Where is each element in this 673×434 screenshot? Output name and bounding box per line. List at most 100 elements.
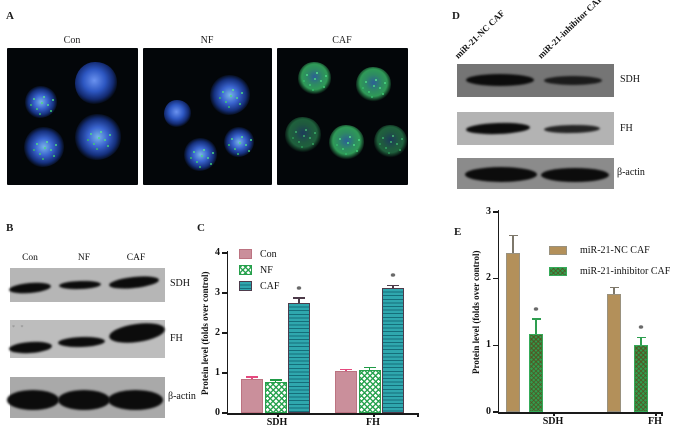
blot-band [466, 74, 534, 86]
panel-c-label: C [197, 222, 205, 234]
cell-nucleus [355, 67, 391, 103]
error-bar-stem [251, 376, 253, 379]
error-bar-stem [392, 285, 394, 289]
y-tick-label: 2 [486, 272, 491, 284]
cell-nucleus [329, 124, 365, 160]
x-axis-end-tick [417, 413, 419, 417]
panel-e-label: E [454, 226, 462, 238]
cell-nucleus [224, 127, 255, 158]
microscopy-image-con [7, 48, 138, 185]
error-bar-stem [512, 235, 514, 254]
y-tick-label: 0 [215, 406, 220, 418]
chart-c-legend: Con NF CAF [239, 246, 279, 294]
legend-swatch-nf [239, 265, 252, 275]
cell-nucleus [75, 113, 122, 160]
cell-speckles [230, 95, 233, 98]
x-axis-tick [277, 413, 279, 417]
blot-label-fh-d: FH [620, 123, 633, 134]
cell-speckles [390, 141, 393, 144]
y-tick-label: 1 [486, 338, 491, 350]
bar-SDH-1 [264, 381, 287, 413]
y-tick-label: 0 [486, 405, 491, 417]
y-tick-label: 1 [215, 366, 220, 378]
legend-swatch-con [239, 249, 252, 259]
error-bar-stem [368, 367, 371, 370]
cell-nucleus [163, 100, 191, 128]
error-bar-stem [535, 318, 537, 334]
blot-label-actin-d: β-actin [617, 167, 645, 178]
y-axis-tick [493, 411, 498, 413]
blot-artifact-marks: * * [12, 325, 26, 331]
bar-FH-2 [382, 288, 404, 413]
bar-FH-0 [335, 371, 357, 413]
error-bar-stem [613, 287, 615, 294]
x-axis [226, 413, 417, 415]
category-label: FH [648, 416, 662, 427]
y-axis-tick [222, 412, 227, 414]
cell-speckles [314, 78, 317, 81]
lane-label-con: Con [22, 253, 38, 263]
blot-label-fh-b: FH [170, 333, 183, 344]
blot-band [7, 390, 59, 410]
blot-band [465, 166, 537, 182]
bar-SDH-0 [241, 379, 263, 413]
legend-item-nf: NF [239, 262, 279, 278]
x-axis-end-tick [661, 412, 663, 416]
cell-nucleus [25, 86, 58, 119]
legend-item-caf: CAF [239, 278, 279, 294]
y-axis-tick [222, 252, 227, 254]
panel-b-label: B [6, 222, 14, 234]
y-tick-label: 3 [486, 205, 491, 217]
cell-speckles [302, 134, 305, 137]
blot-band [58, 390, 110, 410]
cell-nucleus [24, 127, 65, 168]
blot-band [541, 168, 609, 182]
micro-title-nf: NF [200, 35, 214, 46]
bar-SDH-1 [529, 334, 543, 412]
bar-FH-0 [607, 294, 621, 412]
x-axis-tick [655, 412, 657, 416]
chart-e-legend: miR-21-NC CAF miR-21-inhibitor CAF [549, 240, 670, 282]
cell-speckles [346, 142, 349, 145]
legend-label-con: Con [260, 248, 277, 260]
blot-label-sdh-b: SDH [170, 278, 191, 289]
legend-swatch-mir21-nc [549, 246, 567, 255]
x-axis [497, 412, 661, 414]
micro-title-con: Con [63, 35, 81, 46]
significance-star: * [296, 283, 302, 296]
category-label: SDH [542, 416, 564, 427]
cell-speckles [373, 84, 376, 87]
cell-nucleus [373, 124, 407, 158]
cell-nucleus [75, 61, 118, 104]
legend-label-caf: CAF [260, 280, 280, 292]
error-bar-stem [298, 297, 300, 303]
y-axis-tick [222, 372, 227, 374]
y-axis-tick [493, 344, 498, 347]
blot-label-actin-b: β-actin [168, 391, 196, 402]
y-axis-tick [222, 332, 227, 334]
y-axis-tick [222, 292, 227, 294]
y-tick-label: 2 [215, 326, 220, 338]
y-axis-tick [493, 211, 498, 213]
micro-title-caf: CAF [332, 35, 352, 46]
lane-label-caf: CAF [126, 253, 146, 263]
cell-speckles [200, 154, 203, 157]
x-axis-tick [553, 412, 555, 416]
legend-item-mir21-inhibitor: miR-21-inhibitor CAF [549, 261, 670, 282]
cell-speckles [44, 147, 47, 150]
cell-nucleus [210, 75, 251, 116]
significance-star: * [390, 271, 396, 283]
x-axis-tick [373, 413, 375, 417]
cell-speckles [41, 102, 44, 105]
cell-speckles [98, 136, 101, 139]
legend-label-nf: NF [260, 264, 273, 276]
panel-a-label: A [6, 10, 14, 22]
y-axis [497, 210, 499, 412]
category-label: FH [366, 417, 380, 428]
cell-nucleus [284, 116, 321, 153]
cell-speckles [239, 142, 242, 145]
legend-label-mir21-nc: miR-21-NC CAF [580, 245, 650, 256]
